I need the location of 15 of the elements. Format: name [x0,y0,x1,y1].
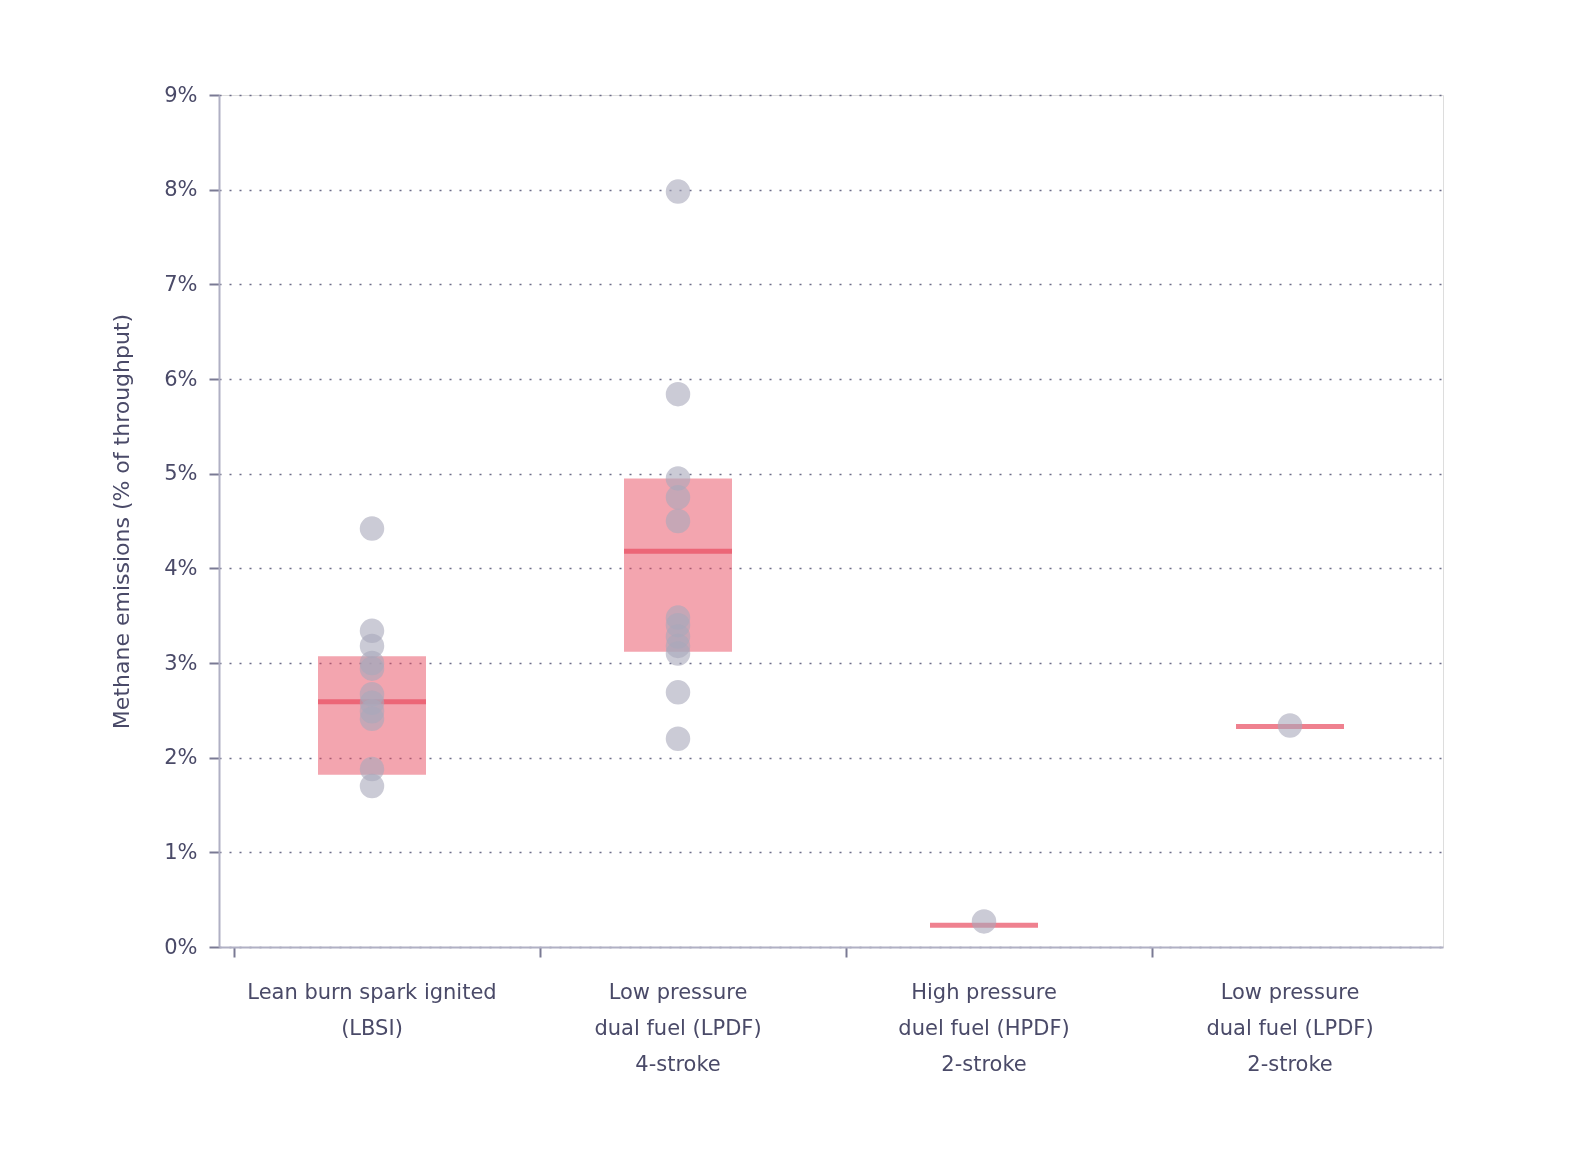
y-tick-label: 7% [164,271,198,296]
y-tick-label: 4% [164,555,198,580]
y-tick-label: 3% [164,650,198,675]
y-tick-label: 9% [164,82,198,107]
y-tick-label: 5% [164,461,198,486]
y-tick-label: 0% [164,934,198,959]
y-tick-label: 2% [164,745,198,770]
y-tick-label: 1% [164,839,198,864]
x-tick-label: Low pressure dual fuel (LPDF) 2-stroke [1206,979,1374,1076]
y-tick-label: 8% [164,177,198,202]
x-tick-label: High pressure duel fuel (HPDF) 2-stroke [898,979,1070,1076]
x-tick-label: Low pressure dual fuel (LPDF) 4-stroke [594,979,762,1076]
y-axis-title: Methane emissions (% of throughput) [109,313,135,730]
y-tick-label: 6% [164,366,198,391]
x-tick-label: Lean burn spark ignited (LBSI) [247,979,497,1040]
